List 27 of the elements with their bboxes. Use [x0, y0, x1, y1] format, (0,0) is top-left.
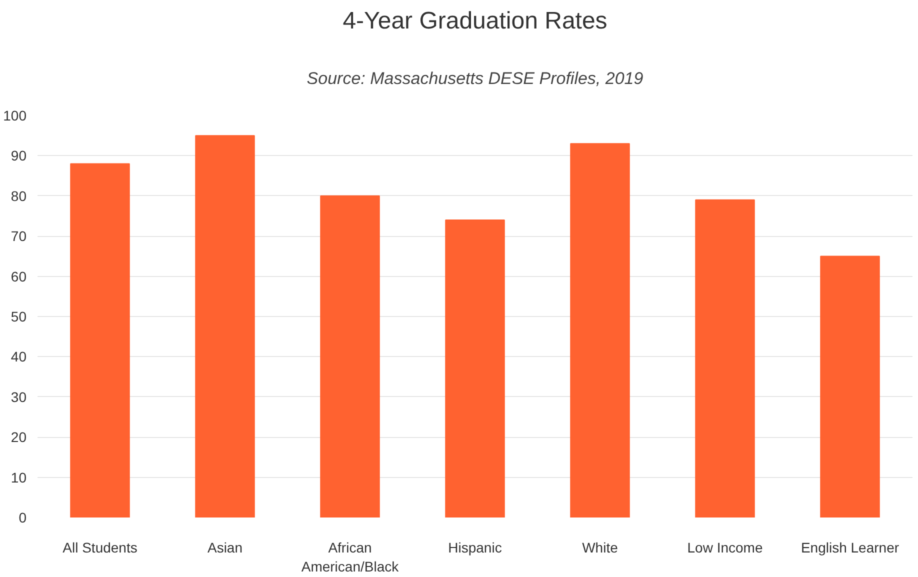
y-tick-label: 60 [10, 268, 27, 284]
x-tick-label: Low Income [687, 540, 763, 556]
y-tick-label: 70 [10, 228, 27, 244]
y-tick-label: 30 [10, 388, 27, 405]
bar [695, 199, 755, 518]
x-tick-label: Asian [207, 540, 243, 556]
y-tick-label: 20 [10, 429, 27, 446]
bar [445, 220, 505, 518]
x-tick-label: African American/Black [301, 540, 400, 575]
y-tick-label: 50 [10, 308, 27, 324]
y-tick-label: 40 [10, 348, 27, 365]
bar [195, 135, 255, 518]
bar [570, 143, 630, 518]
bar [320, 195, 380, 518]
x-tick-label: Hispanic [448, 540, 502, 556]
y-tick-label: 100 [3, 108, 27, 124]
bar [70, 163, 130, 518]
x-tick-label: All Students [62, 540, 138, 556]
y-tick-label: 90 [10, 148, 27, 164]
y-tick-label: 80 [10, 188, 27, 204]
chart-title: 4-Year Graduation Rates [342, 8, 608, 34]
x-tick-label: White [582, 540, 618, 556]
y-tick-label: 0 [18, 510, 27, 526]
y-tick-label: 10 [10, 469, 27, 486]
chart-subtitle: Source: Massachusetts DESE Profiles, 2019 [306, 69, 644, 88]
x-tick-label: English Learner [800, 540, 900, 556]
bar [820, 256, 880, 518]
